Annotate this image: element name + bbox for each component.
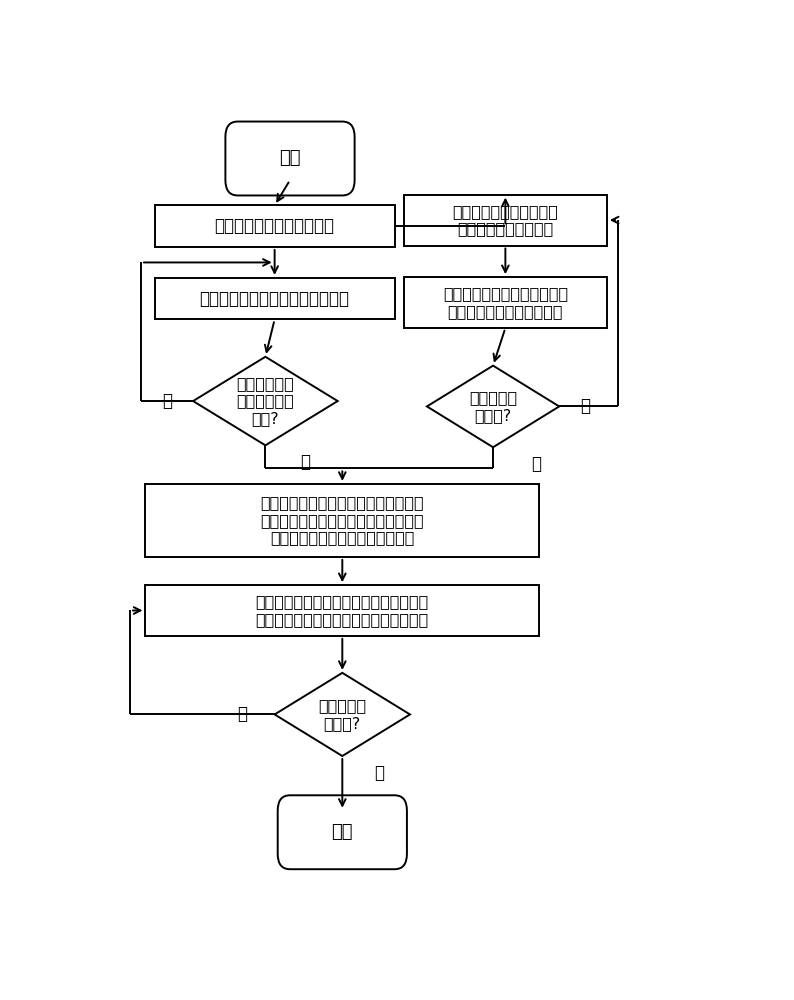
Text: 是否满足需求
响应以及平衡
约束?: 是否满足需求 响应以及平衡 约束?: [237, 376, 295, 426]
Text: 将上述优化结果的运行成本和弃风率作
为多目标函数中的基准值，然后以系统
运行成本和弃风率为目标进行优化: 将上述优化结果的运行成本和弃风率作 为多目标函数中的基准值，然后以系统 运行成本…: [260, 496, 424, 545]
FancyBboxPatch shape: [145, 484, 539, 557]
FancyBboxPatch shape: [155, 205, 395, 247]
Text: 是: 是: [300, 453, 310, 471]
Text: 是否满足系
统约束?: 是否满足系 统约束?: [318, 698, 366, 731]
FancyBboxPatch shape: [145, 585, 539, 636]
Text: 结束: 结束: [332, 823, 353, 841]
Text: 根据优化后负荷曲线安排火电
机组常规出力以及深度调峰: 根据优化后负荷曲线安排火电 机组常规出力以及深度调峰: [443, 286, 568, 319]
FancyBboxPatch shape: [155, 278, 395, 319]
Polygon shape: [275, 673, 410, 756]
Text: 是: 是: [531, 455, 542, 473]
FancyBboxPatch shape: [225, 122, 355, 195]
Text: 根据优化后负荷曲线安排机组出力、储能
充放电功率、备用容量以及调峰利益分配: 根据优化后负荷曲线安排机组出力、储能 充放电功率、备用容量以及调峰利益分配: [256, 594, 429, 627]
Text: 是否满足系
统约束?: 是否满足系 统约束?: [469, 390, 517, 423]
Text: 否: 否: [237, 705, 248, 723]
Text: 否: 否: [162, 392, 172, 410]
Polygon shape: [193, 357, 337, 445]
Text: 否: 否: [580, 397, 590, 415]
Text: 以系统运行成本最小为目标: 以系统运行成本最小为目标: [214, 217, 334, 235]
Text: 以系统运行成本最小为目
标，允许火电深度调峰: 以系统运行成本最小为目 标，允许火电深度调峰: [453, 204, 558, 236]
FancyBboxPatch shape: [404, 195, 607, 246]
FancyBboxPatch shape: [404, 277, 607, 328]
Text: 开始: 开始: [279, 149, 301, 167]
Text: 利用需求响应对负荷曲线进行优化: 利用需求响应对负荷曲线进行优化: [199, 290, 349, 308]
Text: 是: 是: [374, 764, 384, 782]
Polygon shape: [427, 366, 559, 447]
FancyBboxPatch shape: [278, 795, 407, 869]
